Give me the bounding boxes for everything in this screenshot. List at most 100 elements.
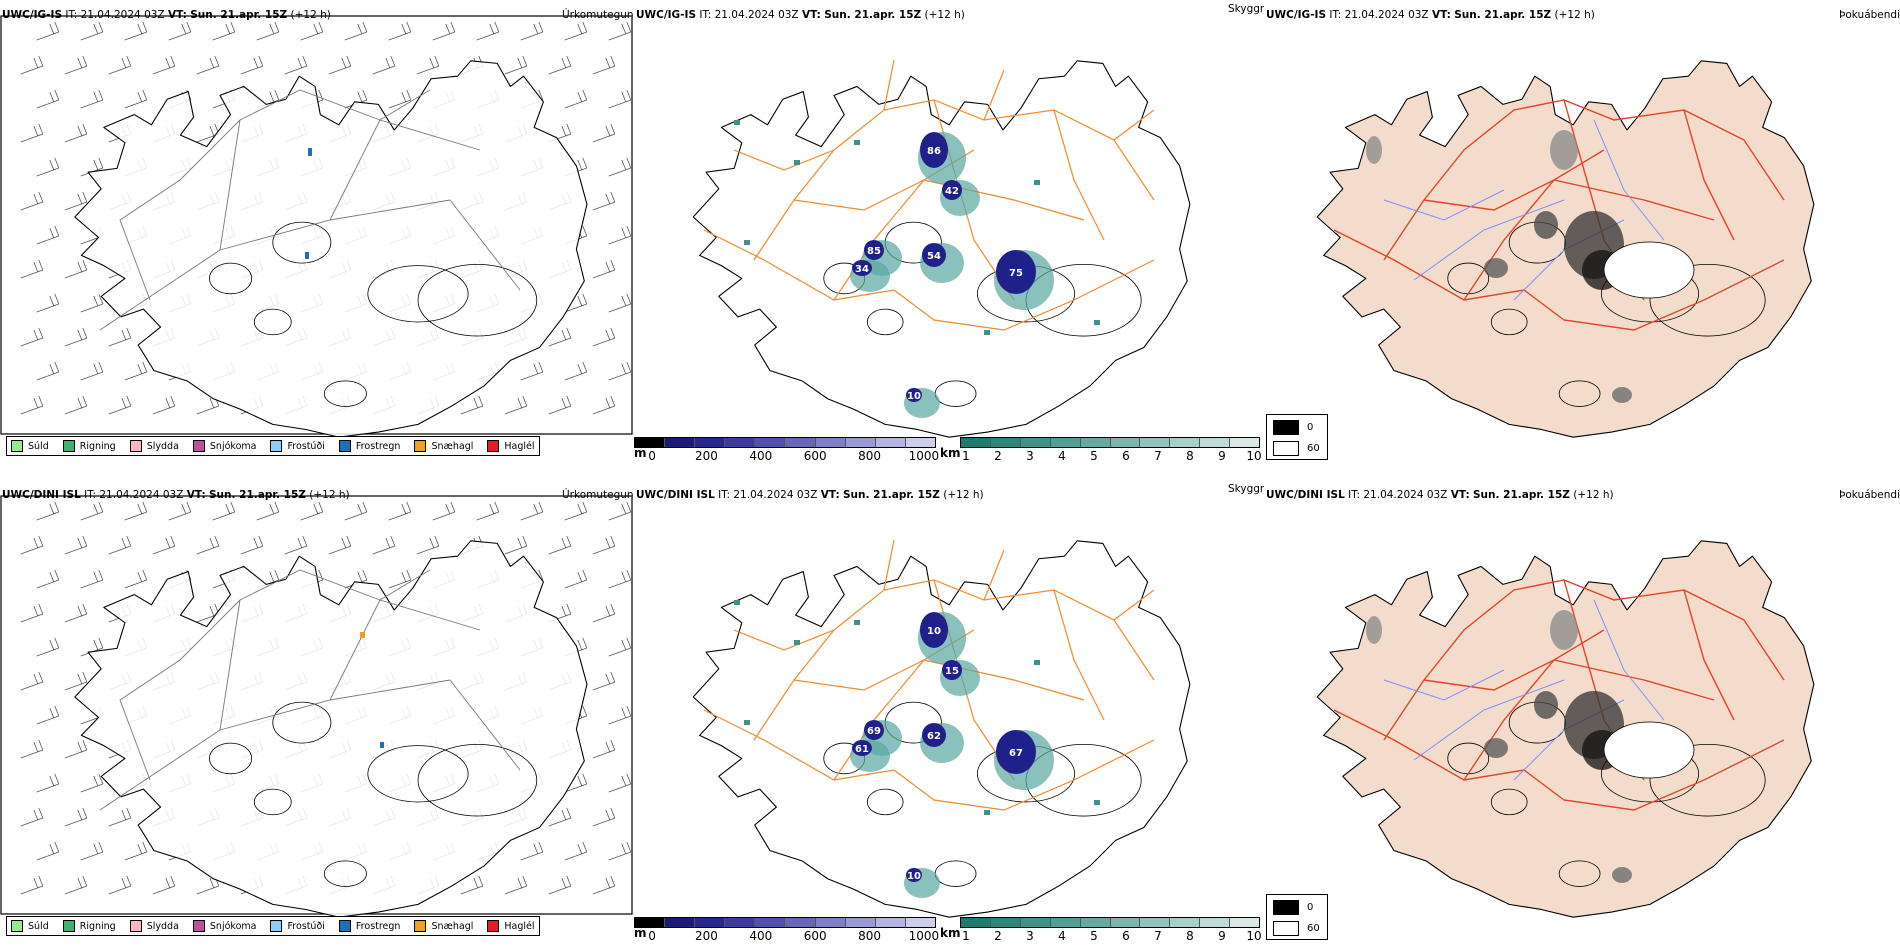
ceiling-colorbar: 0 200 400 600 800 1000: [634, 437, 939, 463]
panel-title: Skyggni: [1228, 483, 1264, 495]
fog-legend-label: 0: [1307, 422, 1314, 433]
legend-label: Snæhagl: [431, 440, 474, 452]
precip-legend-item: Snjókoma: [192, 920, 257, 932]
colorbar-cell: [1230, 918, 1260, 927]
ceiling-label: 42: [945, 186, 959, 197]
ceiling-label: 10: [907, 871, 921, 882]
precip-legend-item: Frostregn: [338, 920, 400, 932]
panel-header: UWC/DINI ISL IT: 21.04.2024 03Z VT: Sun.…: [636, 489, 984, 501]
ceiling-panel-row2: UWC/DINI ISL IT: 21.04.2024 03Z VT: Sun.…: [634, 480, 1264, 950]
legend-label: Rigning: [79, 920, 116, 932]
colorbar-tick: 200: [695, 449, 718, 463]
legend-label: Snjókoma: [209, 920, 257, 932]
precip-legend-item: Rigning: [62, 440, 116, 452]
legend-swatch: [338, 920, 351, 932]
fog-legend-label: 60: [1307, 923, 1320, 934]
legend-swatch: [270, 440, 283, 452]
panel-title: Úrkomutegund: [562, 9, 634, 21]
legend-swatch: [62, 920, 75, 932]
ceiling-label: 75: [1009, 268, 1023, 279]
colorbar-cell: [635, 438, 666, 447]
colorbar-cell: [665, 438, 696, 447]
legend-swatch: [192, 920, 205, 932]
precip-map: [0, 495, 633, 918]
precip-legend: Súld Rigning Slydda Snjókoma Frostúði Frostre…: [6, 916, 540, 936]
legend-label: Frostregn: [355, 440, 401, 452]
fog-map: [1316, 60, 1815, 438]
visibility-colorbar: 1 2 3 4 5 6 7 8 9 10: [960, 437, 1262, 463]
fog-legend-label: 60: [1307, 443, 1320, 454]
ceiling-unit: m: [634, 926, 647, 940]
legend-swatch: [487, 920, 500, 932]
visibility-colorbar: 1 2 3 4 5 6 7 8 9 10: [960, 917, 1262, 943]
legend-label: Snæhagl: [431, 920, 474, 932]
legend-swatch: [129, 440, 142, 452]
ceiling-colorbar: 0 200 400 600 800 1000: [634, 917, 939, 943]
ceiling-label: 15: [945, 666, 959, 677]
colorbar-tick: 5: [1090, 929, 1098, 943]
colorbar-tick: 10: [1246, 449, 1262, 463]
ceiling-unit: m: [634, 446, 647, 460]
legend-label: Súld: [28, 440, 49, 452]
colorbar-cell: [1050, 918, 1081, 927]
legend-label: Frostúði: [287, 440, 325, 452]
panel-title: Skyggni: [1228, 3, 1264, 15]
legend-swatch: [414, 920, 427, 932]
colorbar-cell: [1020, 438, 1051, 447]
colorbar-tick: 8: [1186, 449, 1194, 463]
fog-legend-item: 60: [1273, 441, 1320, 456]
fog-swatch: [1273, 921, 1299, 936]
legend-label: Slydda: [146, 920, 179, 932]
fog-legend-label: 0: [1307, 902, 1314, 913]
precip-legend-item: Haglél: [487, 920, 535, 932]
legend-label: Haglél: [504, 920, 535, 932]
precip-legend-item: Súld: [11, 440, 49, 452]
fog-legend-item: 0: [1273, 900, 1313, 915]
colorbar-tick: 8: [1186, 929, 1194, 943]
colorbar-tick: 0: [648, 929, 656, 943]
colorbar-tick: 200: [695, 929, 718, 943]
ceiling-label: 86: [927, 146, 941, 157]
colorbar-cell: [785, 918, 816, 927]
precip-legend-item: Haglél: [487, 440, 535, 452]
precip-legend: Súld Rigning Slydda Snjókoma Frostúði Frostre…: [6, 436, 540, 456]
ceiling-label: 61: [855, 744, 869, 755]
legend-swatch: [338, 440, 351, 452]
panel-title: Þokuábendi: [1839, 9, 1900, 21]
panel-header: UWC/DINI ISL IT: 21.04.2024 03Z VT: Sun.…: [1266, 489, 1614, 501]
ceiling-label: 10: [907, 391, 921, 402]
colorbar-cell: [1170, 918, 1201, 927]
colorbar-tick: 3: [1026, 449, 1034, 463]
precip-legend-item: Snæhagl: [414, 440, 473, 452]
colorbar-cell: [815, 918, 846, 927]
colorbar-tick: 800: [858, 929, 881, 943]
colorbar-cell: [1080, 438, 1111, 447]
visibility-unit: km: [940, 446, 961, 460]
colorbar-cell: [695, 918, 726, 927]
legend-label: Súld: [28, 920, 49, 932]
precip-legend-item: Slydda: [129, 920, 179, 932]
ceiling-label: 67: [1009, 748, 1023, 759]
colorbar-cell: [695, 438, 726, 447]
panel-header: UWC/IG-IS IT: 21.04.2024 03Z VT: Sun. 21…: [2, 9, 331, 21]
colorbar-cell: [665, 918, 696, 927]
panel-title: Úrkomutegund: [562, 489, 634, 501]
colorbar-tick: 4: [1058, 449, 1066, 463]
colorbar-tick: 6: [1122, 929, 1130, 943]
colorbar-cell: [961, 918, 991, 927]
ceiling-map: 86 42 85 54 34 75 10: [692, 59, 1191, 438]
colorbar-tick: 5: [1090, 449, 1098, 463]
legend-swatch: [270, 920, 283, 932]
colorbar-cell: [1110, 438, 1141, 447]
ceiling-label: 62: [927, 731, 941, 742]
colorbar-cell: [845, 438, 876, 447]
precip-map: [0, 15, 633, 438]
legend-label: Snjókoma: [209, 440, 257, 452]
colorbar-cell: [1080, 918, 1111, 927]
precip-legend-item: Snjókoma: [192, 440, 257, 452]
fog-swatch: [1273, 420, 1299, 435]
colorbar-tick: 2: [994, 449, 1002, 463]
fog-legend-item: 60: [1273, 921, 1320, 936]
legend-swatch: [129, 920, 142, 932]
colorbar-cell: [990, 438, 1021, 447]
